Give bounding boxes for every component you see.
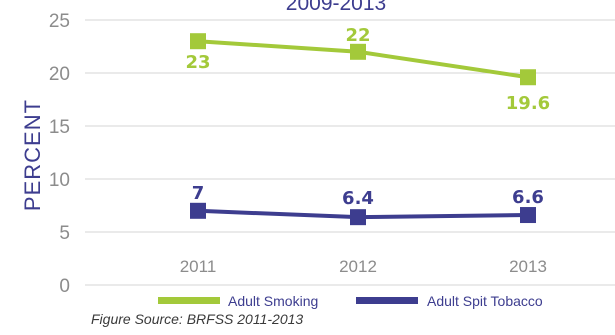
y-tick-label: 15 (49, 117, 70, 138)
x-tick-label: 2011 (180, 257, 217, 276)
data-label: 6.4 (342, 188, 374, 209)
legend-label: Adult Smoking (228, 293, 318, 309)
data-label: 23 (185, 52, 210, 73)
legend: Adult Smoking Adult Spit Tobacco (158, 293, 543, 309)
data-point (520, 207, 536, 224)
data-point (350, 209, 366, 226)
legend-swatch (356, 297, 418, 304)
legend-label: Adult Spit Tobacco (427, 293, 543, 309)
legend-item: Adult Smoking (158, 293, 318, 309)
y-tick-label: 10 (49, 170, 70, 191)
data-label: 22 (345, 25, 370, 46)
y-tick-label: 20 (49, 64, 70, 85)
data-point (190, 33, 206, 50)
data-point (350, 43, 366, 60)
x-tick-label: 2012 (339, 257, 377, 276)
data-label: 19.6 (506, 93, 550, 114)
legend-item: Adult Spit Tobacco (356, 293, 543, 309)
y-axis-ticks: 0 5 10 15 20 25 (49, 11, 70, 297)
series-group: 23 22 19.6 7 6.4 6.6 (185, 25, 550, 226)
series-adult-smoking: 23 22 19.6 (185, 25, 550, 114)
chart-title: 2009-2013 (286, 0, 386, 15)
gridlines (85, 19, 615, 286)
x-tick-label: 2013 (509, 257, 547, 276)
y-axis-label: PERCENT (20, 99, 45, 211)
data-point (190, 202, 206, 219)
legend-swatch (158, 297, 220, 304)
x-axis-ticks: 2011 2012 2013 (180, 257, 547, 276)
data-point (520, 69, 536, 86)
y-tick-label: 0 (59, 276, 70, 297)
series-adult-spit-tobacco: 7 6.4 6.6 (190, 183, 544, 226)
data-label: 7 (192, 183, 205, 204)
figure-source: Figure Source: BRFSS 2011-2013 (91, 311, 304, 327)
data-label: 6.6 (512, 187, 544, 208)
y-tick-label: 5 (59, 223, 70, 244)
y-tick-label: 25 (49, 11, 70, 32)
